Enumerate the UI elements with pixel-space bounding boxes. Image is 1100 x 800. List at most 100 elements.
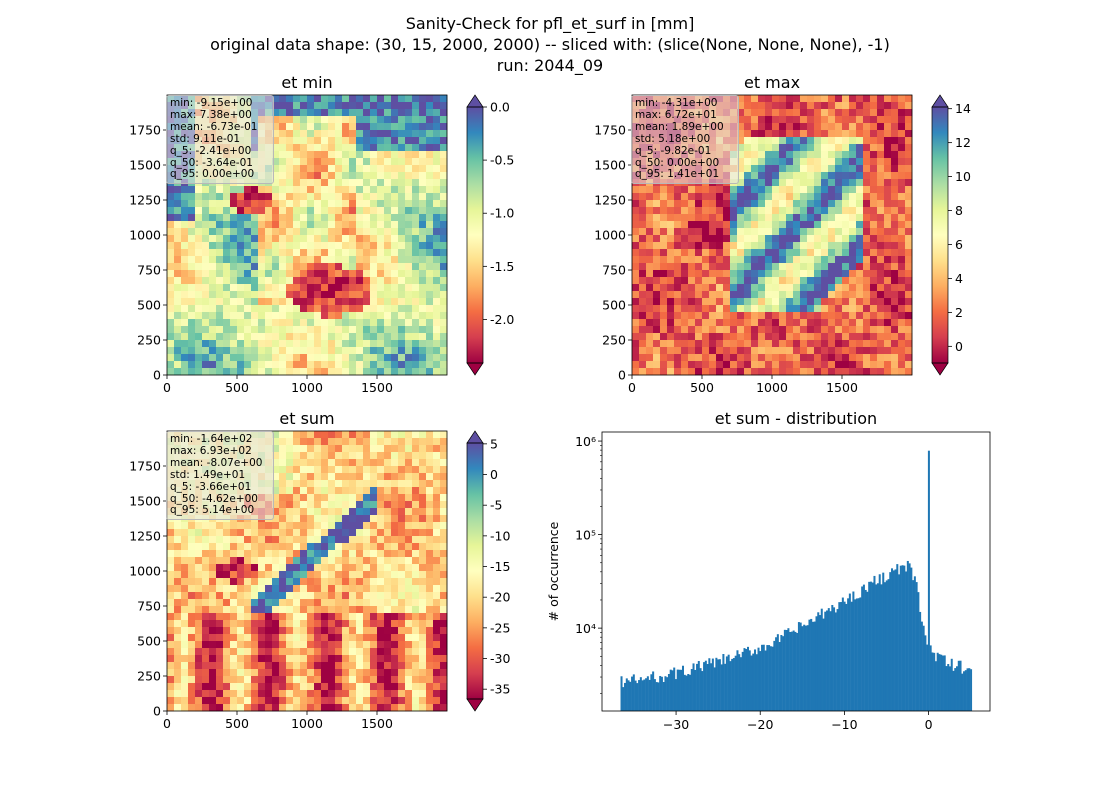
histogram-bar bbox=[961, 673, 964, 711]
histogram-bars bbox=[620, 450, 973, 711]
histogram-bar bbox=[768, 645, 771, 711]
x-tick-label: −20 bbox=[747, 717, 773, 732]
panel-title: et min bbox=[281, 73, 332, 92]
histogram-bar bbox=[708, 658, 711, 711]
histogram-bar bbox=[696, 663, 699, 711]
stat-line: mean: 1.89e+00 bbox=[635, 120, 724, 133]
colorbar-frame bbox=[466, 442, 484, 700]
histogram-bar bbox=[718, 659, 721, 711]
y-tick-label: 1000 bbox=[594, 228, 626, 243]
histogram-bar bbox=[692, 663, 695, 711]
x-tick-label: 1500 bbox=[361, 716, 393, 731]
histogram-bar bbox=[813, 621, 816, 711]
stat-line: q_5: -3.66e+01 bbox=[170, 480, 252, 493]
histogram-bar bbox=[957, 660, 960, 711]
histogram-bar bbox=[676, 669, 679, 711]
histogram-bar bbox=[903, 565, 906, 711]
y-tick-label: 1250 bbox=[129, 529, 161, 544]
histogram-bar bbox=[883, 582, 886, 711]
histogram-bar bbox=[722, 654, 725, 711]
histogram-bar bbox=[750, 655, 753, 711]
histogram-bar bbox=[734, 655, 737, 711]
x-tick-label: 1500 bbox=[361, 380, 393, 395]
histogram-bar bbox=[817, 612, 820, 711]
histogram-bar bbox=[941, 655, 944, 711]
histogram-bar bbox=[641, 680, 644, 711]
histogram-bar bbox=[797, 622, 800, 711]
histogram-bar bbox=[943, 655, 946, 711]
histogram-bar bbox=[787, 628, 790, 711]
stat-line: std: 9.11e-01 bbox=[170, 132, 241, 145]
histogram-bar bbox=[891, 568, 894, 711]
y-tick-label: 500 bbox=[602, 298, 626, 313]
histogram-bar bbox=[970, 669, 973, 711]
histogram-bar bbox=[806, 625, 809, 711]
histogram-bar bbox=[878, 574, 881, 711]
histogram-bar bbox=[669, 669, 672, 711]
histogram-bar bbox=[857, 598, 860, 711]
histogram-bar bbox=[660, 676, 663, 711]
stat-line: std: 1.49e+01 bbox=[170, 468, 246, 481]
y-tick-label: 1000 bbox=[129, 228, 161, 243]
histogram-bar bbox=[710, 663, 713, 711]
colorbar-tick-label: -15 bbox=[490, 559, 510, 574]
histogram-bar bbox=[632, 674, 635, 711]
histogram-bar bbox=[933, 652, 936, 711]
histogram-bar bbox=[671, 670, 674, 711]
histogram-bar bbox=[782, 636, 785, 711]
histogram-bar bbox=[655, 682, 658, 711]
y-tick-label: 1000 bbox=[129, 564, 161, 579]
y-tick-label: 1750 bbox=[129, 123, 161, 138]
histogram-bar bbox=[906, 560, 909, 711]
histogram-panel: et sum - distribution # of occurrence −30 −… bbox=[546, 409, 991, 732]
colorbar-tick-label: -1.0 bbox=[490, 206, 514, 221]
histogram-bar bbox=[799, 622, 802, 711]
histogram-bar bbox=[699, 668, 702, 711]
histogram-bar bbox=[789, 631, 792, 711]
histogram-bar bbox=[912, 580, 915, 711]
histogram-bar bbox=[697, 661, 700, 711]
stat-line: q_5: -2.41e+00 bbox=[170, 144, 252, 157]
histogram-bar bbox=[922, 625, 925, 711]
histogram-bar bbox=[899, 565, 902, 711]
stat-line: q_95: 1.41e+01 bbox=[635, 168, 720, 181]
y-tick-label: 1500 bbox=[594, 158, 626, 173]
histogram-bar bbox=[808, 619, 811, 711]
y-tick-label: 1250 bbox=[129, 193, 161, 208]
histogram-bar bbox=[875, 584, 878, 711]
histogram-bar bbox=[634, 680, 637, 711]
histogram-bar bbox=[917, 592, 920, 711]
histogram-bar bbox=[940, 654, 943, 711]
histogram-bar bbox=[968, 668, 971, 711]
histogram-bar bbox=[685, 675, 688, 711]
histogram-bar bbox=[862, 584, 865, 711]
histogram-bar bbox=[727, 654, 730, 711]
histogram-bar bbox=[927, 450, 930, 711]
histogram-bar bbox=[859, 597, 862, 711]
colorbar-tick-label: 0.0 bbox=[490, 100, 510, 115]
x-tick-label: 1500 bbox=[826, 380, 858, 395]
histogram-bar bbox=[659, 675, 662, 711]
histogram-bar bbox=[898, 574, 901, 711]
y-tick-label: 1250 bbox=[594, 193, 626, 208]
y-tick-label: 1750 bbox=[129, 459, 161, 474]
histogram-bar bbox=[934, 661, 937, 711]
histogram-bar bbox=[711, 658, 714, 711]
figure-subtitle: original data shape: (30, 15, 2000, 2000… bbox=[210, 35, 890, 54]
histogram-bar bbox=[801, 626, 804, 711]
histogram-bar bbox=[662, 682, 665, 711]
histogram-bar bbox=[673, 667, 676, 711]
histogram-bar bbox=[827, 608, 830, 711]
stat-line: min: -4.31e+00 bbox=[635, 97, 718, 109]
y-tick-label: 750 bbox=[137, 599, 161, 614]
histogram-bar bbox=[771, 646, 774, 711]
histogram-bar bbox=[650, 674, 653, 711]
histogram-bar bbox=[664, 676, 667, 711]
histogram-bar bbox=[703, 662, 706, 711]
histogram-bar bbox=[938, 654, 941, 711]
x-tick-label: 0 bbox=[925, 717, 933, 732]
histogram-bar bbox=[645, 678, 648, 711]
histogram-bar bbox=[936, 652, 939, 711]
histogram-bar bbox=[627, 680, 630, 711]
figure-title: Sanity-Check for pfl_et_surf in [mm] bbox=[405, 14, 695, 33]
